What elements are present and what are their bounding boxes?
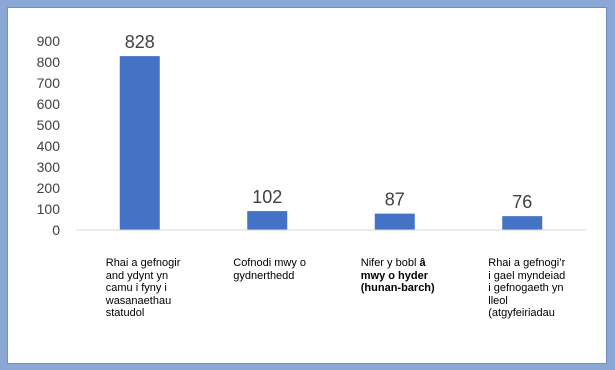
x-tick-label-bold-part: â mwy o hyder (hunan-barch): [360, 257, 435, 294]
y-axis: 0 100 200 300 400 500 600 700 800 900: [37, 33, 61, 238]
x-tick-label: Rhai a gefnogi’r i gael myndeiad i gefno…: [488, 257, 566, 320]
bar-chart: 0 100 200 300 400 500 600 700 800 900 828 102 87 76: [37, 32, 586, 238]
x-tick-label: Rhai a gefnogir and ydynt yn camu i fyny…: [106, 257, 184, 320]
bar: [502, 216, 543, 230]
x-tick-label-part: Rhai a gefnogir and ydynt yn camu i fyny…: [105, 257, 181, 319]
y-tick-label: 400: [37, 138, 61, 154]
y-tick-label: 700: [37, 75, 61, 91]
bar: [374, 213, 415, 230]
y-tick-label: 900: [37, 33, 61, 49]
x-tick-label-part: Nifer y bobl: [360, 257, 420, 269]
y-tick-label: 0: [52, 222, 60, 238]
data-labels: 828 102 87 76: [125, 32, 533, 212]
x-tick-label: Nifer y bobl â mwy o hyder (hunan-barch): [361, 257, 439, 295]
y-tick-label: 200: [37, 180, 61, 196]
data-label: 828: [125, 32, 155, 52]
y-tick-label: 500: [37, 117, 61, 133]
x-tick-label: Cofnodi mwy o gydnerthedd: [233, 257, 311, 282]
data-label: 87: [385, 190, 405, 210]
y-tick-label: 600: [37, 96, 61, 112]
bar-series: [119, 56, 543, 231]
data-label: 102: [252, 187, 282, 207]
y-tick-label: 100: [37, 201, 61, 217]
chart-frame: 0 100 200 300 400 500 600 700 800 900 828 102 87 76 …: [8, 8, 606, 363]
x-tick-label-part: Cofnodi mwy o gydnerthedd: [233, 257, 307, 282]
bar: [247, 211, 288, 230]
y-tick-label: 800: [37, 54, 61, 70]
data-label: 76: [512, 192, 532, 212]
bar: [119, 56, 160, 231]
y-tick-label: 300: [37, 159, 61, 175]
x-tick-label-part: Rhai a gefnogi’r i gael myndeiad i gefno…: [488, 257, 566, 319]
